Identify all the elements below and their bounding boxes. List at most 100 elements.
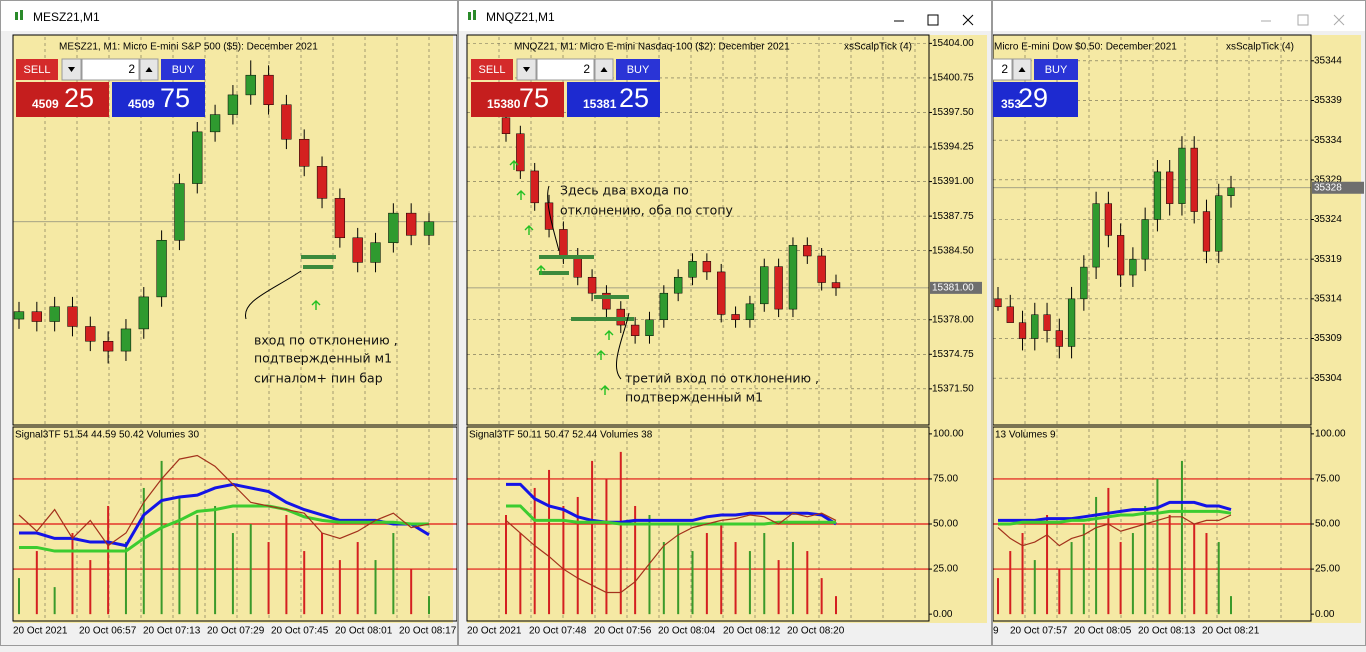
y-tick-label: 100.00	[933, 429, 964, 440]
candle-body	[49, 306, 60, 322]
buy-button[interactable]	[161, 59, 205, 80]
lot-input[interactable]	[993, 58, 1013, 81]
volume-bar	[720, 524, 723, 615]
volume-bar	[196, 514, 199, 615]
volume-bar	[576, 496, 579, 615]
title-bar	[993, 1, 1365, 31]
volume-bar	[835, 596, 837, 615]
volume-bar	[533, 487, 536, 615]
y-tick-label: 35309	[1314, 333, 1342, 344]
title-icon	[20, 10, 23, 20]
order-level	[594, 295, 629, 299]
volume-bar	[777, 560, 780, 615]
lot-input[interactable]	[81, 58, 140, 81]
sell-button[interactable]	[471, 59, 513, 80]
volume-bar	[71, 533, 74, 615]
volume-bar	[178, 496, 181, 615]
volume-bar	[321, 533, 324, 615]
volume-bar	[1070, 542, 1073, 615]
candle-body	[1018, 322, 1027, 339]
candle-body	[281, 104, 292, 140]
volume-bar	[249, 524, 252, 615]
volume-bar	[1205, 533, 1208, 615]
x-tick-label: 20 Oct 08:17	[399, 626, 457, 637]
x-tick-label: 9	[993, 626, 999, 637]
volume-bar	[634, 505, 637, 615]
chart-window: MESZ21,M1 20 Oct 2021 20 Oct 06:57 20 Oct 0…	[0, 0, 458, 646]
volume-bar	[410, 569, 413, 615]
title-bar	[459, 1, 991, 31]
volume-bar	[1095, 496, 1098, 615]
volume-bar	[1131, 533, 1134, 615]
candle-body	[1031, 314, 1039, 339]
y-tick-label: 35324	[1314, 214, 1342, 225]
ask-box[interactable]	[567, 82, 660, 117]
candle-body	[388, 212, 399, 243]
candle-body	[13, 311, 25, 320]
y-tick-label: 100.00	[1315, 429, 1346, 440]
window-title: MESZ21,M1	[33, 10, 100, 24]
y-tick-label: 50.00	[933, 519, 958, 530]
candle-body	[673, 276, 683, 294]
expert-name: xsScalpTick (4)	[1226, 42, 1294, 53]
candle-body	[299, 138, 310, 167]
candle-body	[352, 237, 363, 263]
buy-button[interactable]	[1034, 59, 1078, 80]
bid-pips: 25	[64, 83, 94, 113]
volume-bar	[662, 542, 665, 615]
x-tick-label: 20 Oct 08:05	[1074, 626, 1132, 637]
title-bar	[1, 1, 457, 31]
candle-body	[1080, 266, 1088, 300]
bid-box[interactable]	[16, 82, 109, 117]
x-tick-label: 20 Oct 07:45	[271, 626, 329, 637]
volume-bar	[124, 542, 127, 615]
indicator-line	[998, 500, 1232, 522]
close-button[interactable]	[1333, 14, 1345, 26]
buy-label: BUY	[1045, 64, 1068, 76]
volume-bar	[562, 505, 565, 615]
symbol-info: MNQZ21, M1: Micro E-mini Nasdaq-100 ($2)…	[514, 42, 790, 53]
volume-bar	[231, 533, 234, 615]
ask-box[interactable]	[993, 82, 1078, 117]
volume-bar	[820, 578, 823, 615]
bid-box[interactable]	[471, 82, 564, 117]
annotation: сигналом+ пин бар	[254, 371, 383, 386]
chart-window: MNQZ21,M1 15404.00 15400.75 15397.50 15394.2…	[458, 0, 992, 646]
signal-arrow	[524, 225, 534, 235]
sell-label: SELL	[24, 64, 51, 76]
candle-body	[530, 170, 539, 204]
volume-bar	[705, 533, 708, 615]
order-level	[303, 265, 333, 269]
sell-button[interactable]	[16, 59, 58, 80]
volume-bar	[356, 542, 359, 615]
y-tick-label: 15397.50	[932, 107, 974, 118]
candle-body	[120, 328, 132, 352]
maximize-button[interactable]	[1297, 14, 1309, 26]
candle-body	[370, 242, 381, 263]
close-button[interactable]	[962, 14, 974, 26]
lot-up-glyph	[600, 67, 608, 72]
candle-body	[659, 292, 669, 321]
title-icon	[473, 10, 476, 20]
indicator-line	[19, 504, 429, 553]
annotation-arrow	[616, 312, 630, 380]
signal-arrow	[509, 160, 519, 170]
annotation: отклонению, оба по стопу	[560, 203, 734, 218]
volume-bar	[748, 551, 751, 615]
volume-bar	[763, 533, 766, 615]
maximize-button[interactable]	[927, 14, 939, 26]
volume-bar	[677, 524, 680, 615]
signal-arrow	[311, 300, 321, 310]
lot-input[interactable]	[536, 58, 595, 81]
volume-bar	[806, 551, 809, 615]
buy-button[interactable]	[616, 59, 660, 80]
ask-box[interactable]	[112, 82, 205, 117]
candle-body	[192, 131, 203, 184]
candle-body	[138, 296, 149, 330]
candle-body	[587, 276, 597, 294]
volume-bar	[285, 514, 288, 615]
y-tick-label: 15387.75	[932, 211, 974, 222]
symbol-info: MESZ21, M1: Micro E-mini S&P 500 ($5): D…	[59, 42, 318, 53]
candle-body	[501, 117, 511, 134]
y-tick-label: 25.00	[1315, 564, 1340, 575]
